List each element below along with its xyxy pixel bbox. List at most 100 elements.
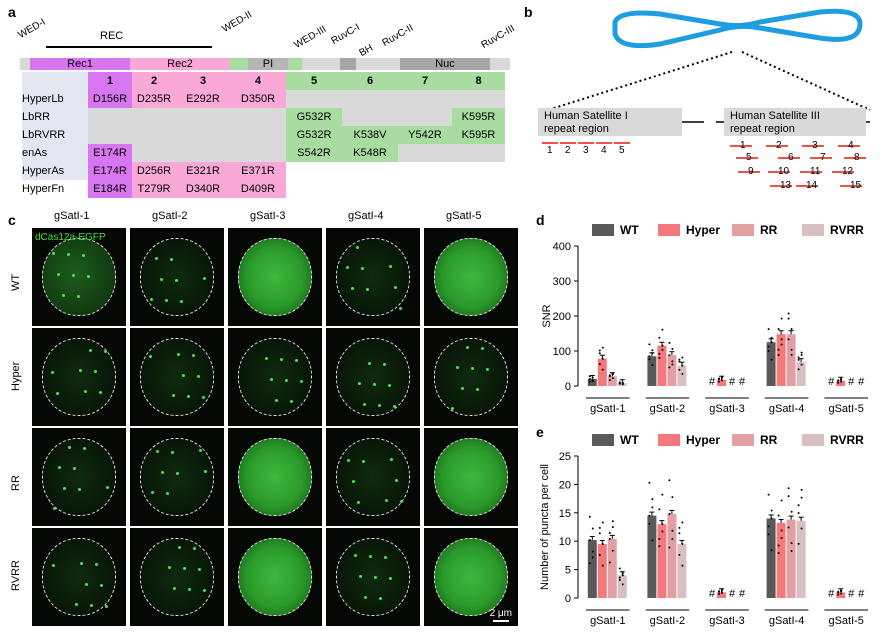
data-point [767,350,770,352]
data-point [790,549,793,552]
sat1-target-label: 2 [565,145,571,156]
sat3-target-11 [800,171,822,173]
punctum [481,347,484,350]
punctum [89,349,92,352]
punctum [52,564,55,567]
punctum [187,395,190,398]
legend-label-Hyper: Hyper [686,223,720,237]
domain-label-wed1: WED-I [16,16,48,41]
data-point [601,357,604,360]
punctum [170,258,173,261]
punctum [178,546,181,549]
data-point [661,530,664,533]
bar-Hyper-gSatI-1 [597,544,607,598]
data-point [661,348,664,351]
data-point [651,352,654,355]
punctum [62,294,65,297]
category-label: gSatI-5 [828,403,863,415]
punctum [390,458,393,461]
column-header-gSatI-1: gSatI-1 [54,210,90,222]
data-point [671,360,674,363]
micrograph-RVRR-gSatI-1 [32,528,126,626]
bar-WT-gSatI-4 [766,518,776,598]
data-point [588,375,591,378]
data-point [671,538,674,541]
nucleus-outline [42,438,116,516]
punctum [389,265,392,268]
bar-RVRR-gSatI-2 [677,365,687,386]
sat3-target-6 [778,157,800,159]
punctum [80,562,83,565]
data-point [770,549,773,552]
data-point [591,376,594,379]
punctum [87,275,90,278]
punctum [68,446,71,449]
sat3-target-label: 11 [810,166,821,177]
data-point [797,358,800,361]
punctum [199,449,202,452]
legend-label-RR: RR [760,433,778,447]
punctum [56,392,59,395]
panel-b-label: b [524,4,533,20]
mutation-LbRR-bin5: G532R [286,108,342,126]
punctum [188,588,191,591]
data-point [618,578,621,581]
data-point [668,512,671,515]
mutation-LbRVRR-bin8: K595R [452,126,505,144]
y-axis-label: SNR [541,304,553,327]
data-point [671,363,674,366]
data-point [621,574,624,577]
punctum [52,252,55,255]
micrograph-RR-gSatI-4 [326,428,420,526]
data-point [648,343,651,346]
bar-RR-gSatI-2 [667,513,677,598]
data-point [790,353,793,356]
punctum [149,355,152,358]
punctum [399,307,402,310]
missing-marker: # [858,376,865,388]
micrograph-Hyper-gSatI-5 [424,328,518,426]
punctum [388,384,391,387]
sat3-target-label: 6 [788,152,794,163]
data-point [787,338,790,341]
punctum [466,346,469,349]
domain-label-bh: BH [357,42,376,59]
category-label: gSatI-2 [650,403,685,415]
punctum [104,350,107,353]
category-label: gSatI-1 [590,403,625,415]
sat1-target-label: 4 [601,145,607,156]
y-tick-label: 0 [565,593,571,605]
data-point [718,378,720,381]
mutation-enAs-bin5: S542R [286,144,342,162]
data-point [787,487,790,490]
category-label: gSatI-4 [769,615,804,627]
data-point [601,564,604,567]
data-point [790,510,793,513]
category-label: gSatI-3 [709,403,744,415]
rec2-domain: Rec2 [130,58,230,70]
data-point [651,506,654,509]
data-point [681,364,684,367]
punctum [177,353,180,356]
rec-bracket [46,46,212,48]
data-point [671,348,674,351]
sat3-target-label: 10 [778,166,790,177]
bar-Hyper-gSatI-5 [836,380,846,386]
column-header-gSatI-3: gSatI-3 [250,210,286,222]
data-point [797,504,800,507]
data-point [787,526,790,529]
data-point [767,533,770,536]
zoom-line-left [547,51,733,111]
punctum [67,253,70,256]
bin-header-6: 6 [342,72,398,90]
panel-a-label: a [8,4,16,20]
punctum [58,466,61,469]
data-point [678,526,681,529]
sat3-target-label: 14 [806,180,818,191]
micrograph-RR-gSatI-3 [228,428,322,526]
sat1-target-label: 1 [547,145,553,156]
sat3-target-5 [736,157,758,159]
punctum [51,371,54,374]
bh-domain [340,58,356,70]
data-point [598,553,601,556]
